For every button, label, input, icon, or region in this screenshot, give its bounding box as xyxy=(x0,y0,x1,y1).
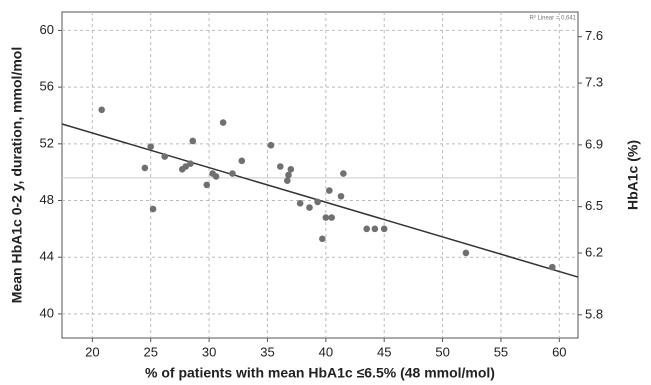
point xyxy=(219,119,227,126)
point xyxy=(340,170,347,177)
point xyxy=(326,187,333,194)
point xyxy=(149,205,157,213)
x-tick-label: 50 xyxy=(435,344,449,359)
point xyxy=(549,263,556,271)
x-tick-label: 20 xyxy=(85,344,99,359)
y-tick-label: 52 xyxy=(40,135,54,150)
x-tick-label: 45 xyxy=(377,344,391,359)
point xyxy=(98,106,105,114)
y2-tick-label: 6.5 xyxy=(585,198,603,213)
point xyxy=(462,249,470,257)
point xyxy=(147,143,155,150)
point xyxy=(187,160,194,167)
point xyxy=(189,137,197,145)
y2-tick-label: 6.2 xyxy=(585,244,603,259)
plot-frame xyxy=(61,11,579,339)
point xyxy=(161,153,169,160)
point xyxy=(267,141,275,149)
point xyxy=(141,164,149,172)
point xyxy=(306,204,313,211)
point xyxy=(284,177,291,184)
point xyxy=(363,225,370,233)
y2-tick-label: 7.3 xyxy=(585,75,603,90)
point xyxy=(319,235,326,243)
annotation: R² Linear = 0,641 xyxy=(529,16,576,22)
x-tick-label: 40 xyxy=(319,344,333,359)
point xyxy=(277,163,284,170)
point xyxy=(296,200,304,207)
y-tick-label: 60 xyxy=(40,22,54,37)
point xyxy=(212,173,220,180)
point xyxy=(287,166,295,173)
point xyxy=(371,225,379,233)
y2-axis-title: HbA1c (%) xyxy=(625,140,641,210)
x-axis-title: % of patients with mean HbA1c ≤6.5% (48 … xyxy=(145,365,495,381)
y-axis-title: Mean HbA1c 0-2 y, duration, mmol/mol xyxy=(9,47,25,303)
y-tick-label: 44 xyxy=(40,249,54,264)
point xyxy=(337,192,345,200)
point xyxy=(203,181,211,189)
point xyxy=(380,225,388,233)
y2-tick-label: 5.8 xyxy=(585,306,603,321)
x-tick-label: 25 xyxy=(143,344,157,359)
point xyxy=(285,171,292,179)
x-tick-label: 60 xyxy=(552,344,566,359)
y-tick-label: 56 xyxy=(40,79,54,94)
point xyxy=(322,214,330,221)
x-tick-label: 30 xyxy=(202,344,216,359)
point xyxy=(229,170,236,177)
x-tick-label: 35 xyxy=(260,344,274,359)
y-tick-label: 40 xyxy=(40,305,54,320)
y-tick-label: 48 xyxy=(40,192,54,207)
y2-tick-label: 6.9 xyxy=(585,136,603,151)
x-tick-label: 55 xyxy=(494,344,508,359)
y2-tick-label: 7.6 xyxy=(585,28,603,43)
point xyxy=(328,214,335,221)
point xyxy=(238,157,246,165)
point xyxy=(314,198,321,206)
